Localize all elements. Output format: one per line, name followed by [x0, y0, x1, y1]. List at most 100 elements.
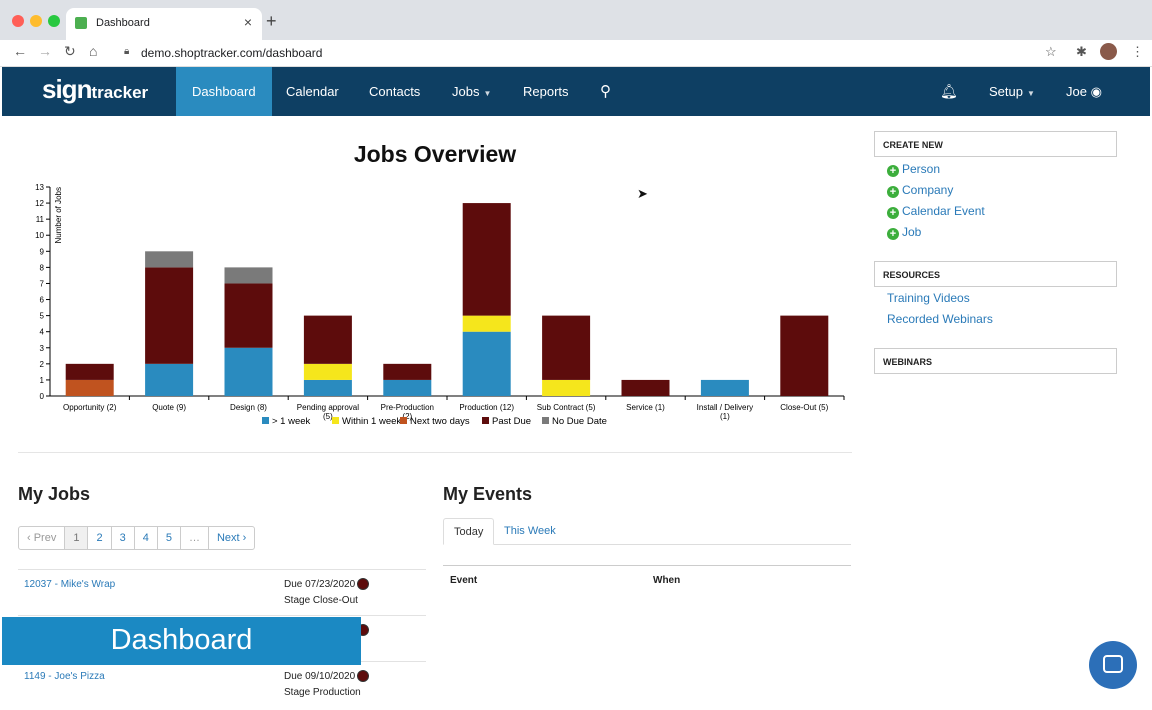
x-tick-label: Install / Delivery (1) — [697, 403, 753, 421]
past-due-indicator — [357, 578, 369, 590]
chat-icon — [1103, 655, 1123, 673]
bar-segment — [780, 315, 829, 396]
chevron-down-icon: ▼ — [483, 89, 492, 98]
jobs-pagination: ‹ Prev 1 2 3 4 5 … Next › — [18, 526, 256, 550]
tab-today[interactable]: Today — [443, 518, 495, 545]
y-tick-label: 1 — [40, 376, 45, 385]
nav-user-label: Joe — [1066, 84, 1087, 99]
bookmark-star-icon[interactable]: ☆ — [1045, 44, 1057, 59]
create-company-link[interactable]: + Company — [887, 183, 953, 198]
tab-title: Dashboard — [96, 17, 150, 29]
create-new-header: CREATE NEW — [874, 131, 1117, 157]
bar-segment — [303, 363, 352, 380]
job-link[interactable]: 12037 - Mike's Wrap — [24, 579, 116, 590]
x-tick-label: Production (12) — [459, 403, 514, 412]
minimize-window-button[interactable] — [30, 15, 42, 27]
signtracker-logo[interactable]: signtracker — [42, 74, 148, 105]
x-tick-label: Sub Contract (5) — [537, 403, 596, 412]
job-stage: Stage Production — [284, 687, 361, 698]
logo-tracker: tracker — [91, 83, 149, 102]
page-2-button[interactable]: 2 — [88, 527, 112, 549]
bar-segment — [224, 267, 273, 284]
back-icon[interactable]: ← — [13, 43, 27, 59]
page-5-button[interactable]: 5 — [158, 527, 181, 549]
chart-title: Jobs Overview — [353, 141, 517, 167]
create-calendar-event-link[interactable]: + Calendar Event — [887, 204, 985, 219]
bar-segment — [303, 379, 352, 396]
plus-icon: + — [887, 207, 899, 219]
bell-icon[interactable]: 🔔︎ — [940, 83, 958, 99]
close-window-button[interactable] — [12, 15, 24, 27]
create-new-title: CREATE NEW — [883, 140, 943, 150]
x-tick-label: Pre-Production (2) — [381, 403, 434, 421]
job-link[interactable]: 1149 - Joe's Pizza — [24, 671, 105, 682]
nav-dashboard[interactable]: Dashboard — [176, 67, 272, 116]
nav-setup[interactable]: Setup ▼ — [989, 67, 1035, 116]
profile-avatar[interactable] — [1100, 43, 1117, 60]
favicon-icon — [75, 17, 87, 29]
plus-icon: + — [887, 228, 899, 240]
table-row: 12037 - Mike's Wrap Due 07/23/2020 Stage… — [18, 569, 426, 615]
bar-segment — [145, 251, 194, 268]
events-column-event: Event — [450, 575, 478, 586]
page-3-button[interactable]: 3 — [112, 527, 135, 549]
bar-segment — [621, 379, 670, 396]
ellipsis-button[interactable]: … — [181, 527, 209, 549]
y-tick-label: 10 — [35, 231, 44, 240]
y-tick-label: 3 — [40, 344, 45, 353]
prev-page-button[interactable]: ‹ Prev — [19, 527, 66, 549]
tab-this-week[interactable]: This Week — [504, 525, 556, 537]
bar-segment — [462, 315, 511, 332]
chat-launcher-button[interactable] — [1089, 641, 1137, 689]
reload-icon[interactable]: ↻ — [64, 43, 76, 59]
close-tab-icon[interactable]: × — [243, 14, 252, 30]
bar-segment — [224, 347, 273, 396]
address-bar-row: ← → ↻ ⌂ 🔒︎ demo.shoptracker.com/dashboar… — [0, 40, 1152, 67]
maximize-window-button[interactable] — [48, 15, 60, 27]
y-tick-label: 6 — [40, 296, 45, 305]
legend-label: Within 1 week — [342, 416, 401, 427]
x-tick-label: Design (8) — [230, 403, 267, 412]
nav-contacts[interactable]: Contacts — [369, 84, 421, 99]
logo-sign: sign — [42, 74, 92, 104]
chevron-down-icon: ▼ — [1026, 89, 1035, 98]
training-videos-link[interactable]: Training Videos — [887, 291, 970, 305]
table-row: 1149 - Joe's Pizza Due 09/10/2020 Stage … — [18, 661, 426, 707]
nav-setup-label: Setup — [989, 84, 1023, 99]
webinars-header: WEBINARS — [874, 348, 1117, 374]
nav-reports[interactable]: Reports — [523, 84, 569, 99]
events-tabs: Today This Week — [443, 518, 851, 545]
user-icon: ◉ — [1090, 84, 1102, 99]
url-text: demo.shoptracker.com/dashboard — [141, 46, 323, 60]
create-job-link[interactable]: + Job — [887, 225, 921, 240]
resources-header: RESOURCES — [874, 261, 1117, 287]
legend-label: Past Due — [492, 416, 531, 427]
y-tick-label: 5 — [40, 312, 45, 321]
recorded-webinars-link[interactable]: Recorded Webinars — [887, 312, 993, 326]
new-tab-icon[interactable]: + — [266, 11, 277, 31]
browser-menu-icon[interactable]: ⋮ — [1131, 44, 1144, 59]
search-icon[interactable]: ⚲ — [600, 83, 611, 100]
nav-jobs[interactable]: Jobs ▼ — [452, 67, 491, 116]
forward-icon[interactable]: → — [38, 43, 52, 59]
nav-calendar[interactable]: Calendar — [286, 84, 339, 99]
browser-tab[interactable]: Dashboard × — [66, 8, 262, 40]
plus-icon: + — [887, 165, 899, 177]
url-input[interactable]: 🔒︎ demo.shoptracker.com/dashboard — [116, 42, 1066, 64]
legend-swatch — [482, 417, 489, 424]
y-axis-label: Number of Jobs — [54, 187, 63, 243]
legend-label: No Due Date — [552, 416, 607, 427]
home-icon[interactable]: ⌂ — [89, 43, 98, 59]
create-person-link[interactable]: + Person — [887, 162, 940, 177]
bar-segment — [145, 267, 194, 364]
nav-user[interactable]: Joe ◉ — [1066, 67, 1102, 116]
dashboard-caption-overlay: Dashboard — [2, 617, 361, 665]
next-page-button[interactable]: Next › — [216, 532, 247, 544]
page-1-button[interactable]: 1 — [65, 527, 89, 549]
mouse-cursor-icon: ➤ — [637, 186, 648, 201]
bar-segment — [303, 315, 352, 364]
extensions-icon[interactable]: ✱ — [1076, 44, 1087, 59]
create-calendar-event-label: Calendar Event — [902, 204, 985, 218]
bar-segment — [145, 363, 194, 396]
page-4-button[interactable]: 4 — [135, 527, 158, 549]
